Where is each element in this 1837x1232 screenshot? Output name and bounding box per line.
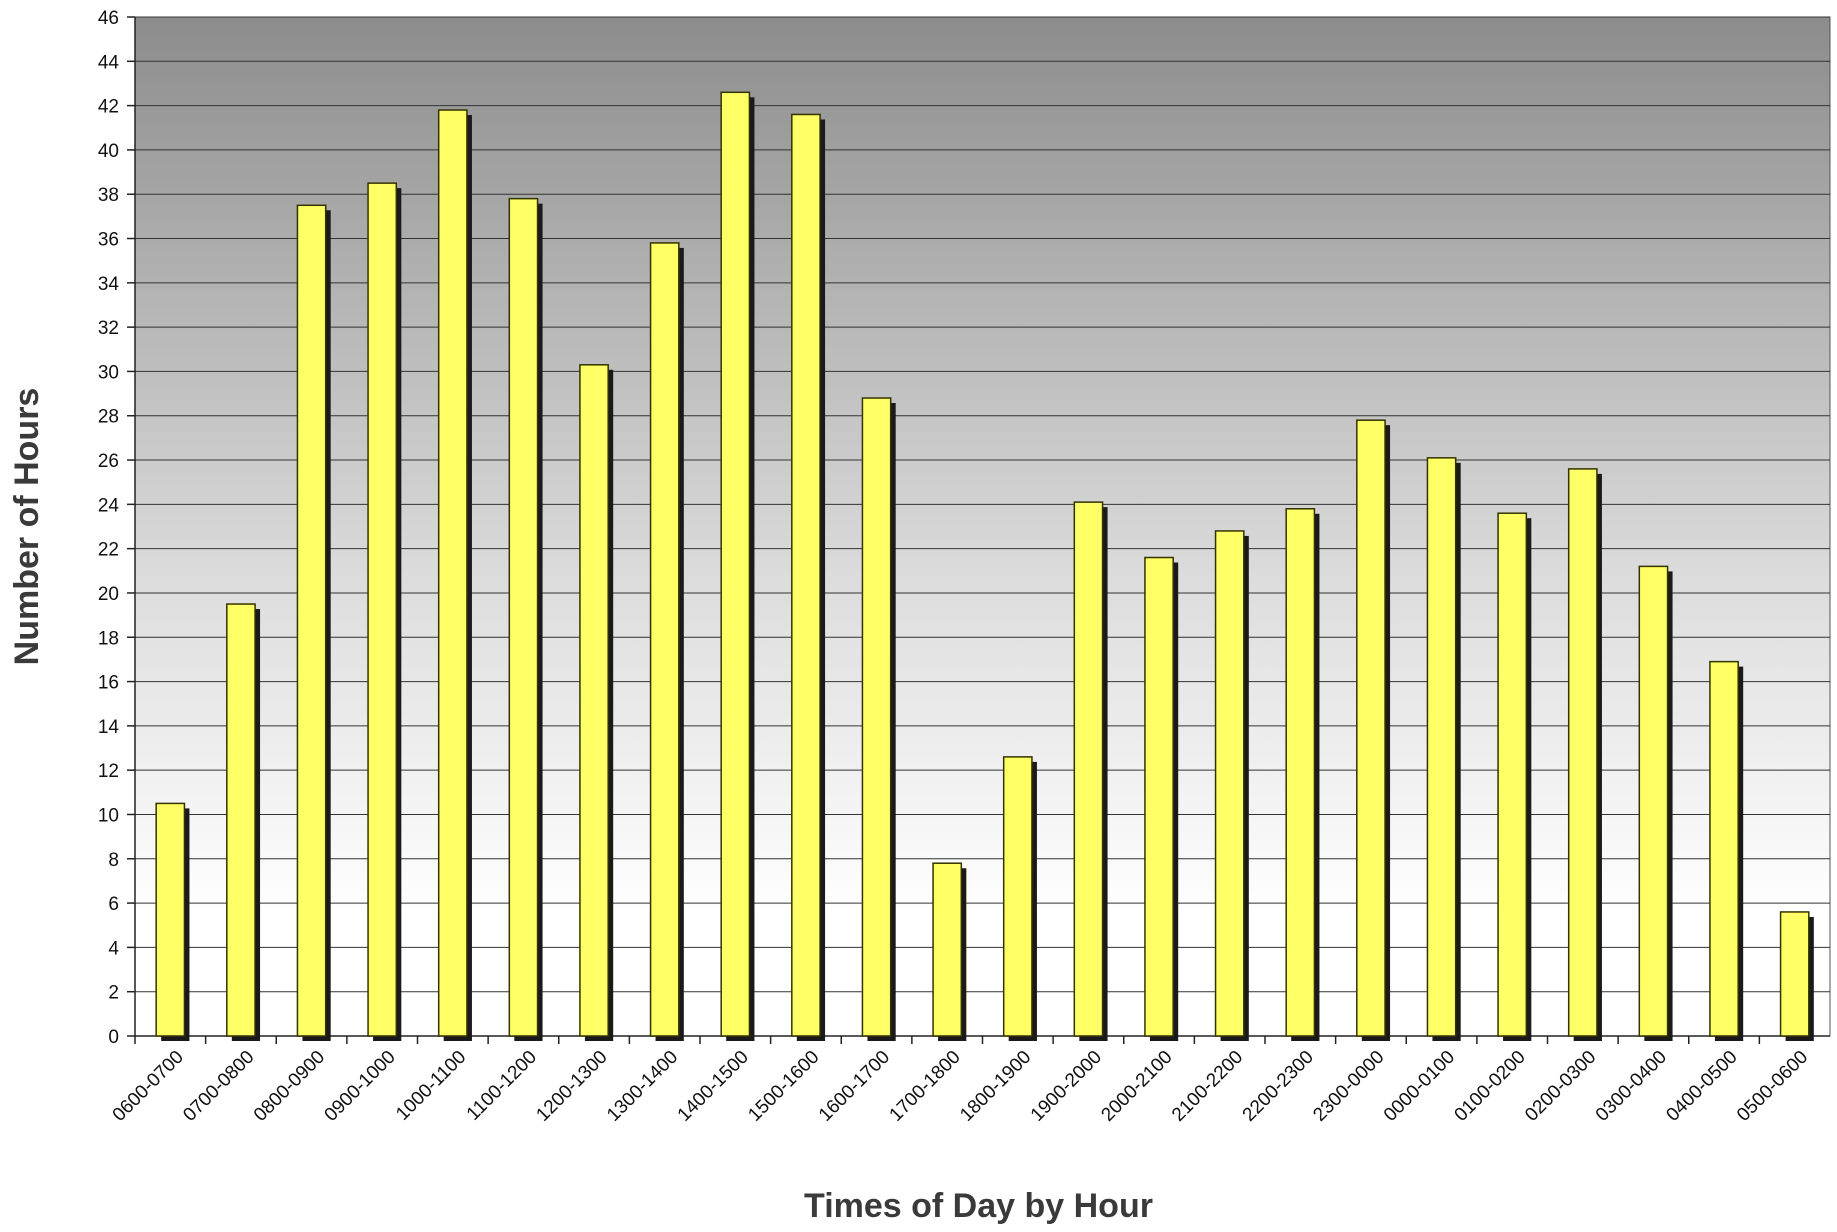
x-tick-label: 2300-0000 [1309,1047,1388,1126]
x-tick-label: 0900-1000 [321,1047,400,1126]
bar-1700-1800 [932,862,963,1037]
y-tick-label: 8 [108,850,119,871]
bar-0700-0800 [226,603,256,1037]
bar-1800-1900 [1002,756,1033,1037]
bar-1400-1500 [720,91,751,1037]
y-tick-label: 44 [98,52,120,73]
x-tick-label: 1300-1400 [603,1047,682,1126]
bar-2100-2200 [1214,530,1245,1037]
x-tick-label: 1700-1800 [886,1047,965,1126]
x-tick-label: 0800-0900 [250,1047,329,1126]
bar-0200-0300 [1567,468,1598,1037]
bar-0800-0900 [296,204,327,1037]
y-tick-label: 42 [98,97,119,118]
plot-area [134,16,1831,1037]
bar-2200-2300 [1285,508,1316,1037]
y-tick-label: 14 [98,717,120,738]
x-axis-title: Times of Day by Hour [804,1187,1153,1225]
y-tick-label: 10 [98,805,119,826]
bar-0300-0400 [1638,565,1669,1037]
x-tick-label: 0600-0700 [109,1047,188,1126]
y-tick-label: 0 [108,1027,119,1048]
y-tick-label: 16 [98,673,119,694]
x-tick-label: 0300-0400 [1592,1047,1671,1126]
y-tick-label: 24 [98,495,120,516]
x-tick-label: 1900-2000 [1027,1047,1106,1126]
y-tick-label: 32 [98,318,119,339]
bar-2300-0000 [1356,419,1386,1037]
gridlines [135,16,1830,993]
bars [155,91,1814,1042]
bar-2000-2100 [1144,556,1174,1037]
x-tick-label: 0700-0800 [179,1047,258,1126]
y-tick-label: 38 [98,185,119,206]
bar-1000-1100 [437,109,468,1037]
x-tick-label: 1400-1500 [674,1047,753,1126]
bar-1900-2000 [1073,501,1104,1037]
bar-1600-1700 [861,397,892,1037]
bar-0000-0100 [1426,457,1457,1037]
y-tick-label: 40 [98,141,119,162]
bar-1300-1400 [649,242,680,1037]
bar-0600-0700 [155,802,186,1037]
y-tick-label: 34 [98,274,120,295]
bar-0500-0600 [1779,911,1810,1037]
bar-0900-1000 [367,182,398,1037]
x-tick-label: 1200-1300 [532,1047,611,1126]
y-tick-label: 4 [108,938,119,959]
x-tick-label: 0000-0100 [1380,1047,1459,1126]
y-tick-label: 36 [98,230,119,251]
x-tick-label: 0500-0600 [1733,1047,1812,1126]
y-tick-labels: 0246810121416182022242628303234363840424… [98,8,135,1048]
x-tick-label: 2200-2300 [1239,1047,1318,1126]
y-tick-label: 6 [108,894,119,915]
y-tick-label: 18 [98,628,119,649]
x-tick-label: 0200-0300 [1521,1047,1600,1126]
x-tick-label: 0100-0200 [1451,1047,1530,1126]
y-tick-label: 22 [98,540,119,561]
bar-1100-1200 [508,197,539,1037]
y-tick-label: 46 [98,8,119,29]
y-tick-label: 30 [98,362,119,383]
bar-0400-0500 [1709,660,1739,1037]
x-tick-label: 1100-1200 [463,1047,541,1125]
x-tick-label: 1000-1100 [392,1047,470,1125]
x-tick-label: 1800-1900 [956,1047,1035,1126]
x-tick-label: 1500-1600 [744,1047,823,1126]
y-tick-label: 20 [98,584,119,605]
y-axis-title: Number of Hours [8,388,46,666]
x-tick-label: 2100-2200 [1168,1047,1247,1126]
y-tick-label: 28 [98,407,119,428]
x-tick-label: 1600-1700 [815,1047,894,1126]
y-tick-label: 26 [98,451,119,472]
y-tick-label: 12 [98,761,119,782]
x-tick-label: 2000-2100 [1097,1047,1176,1126]
x-tick-labels: 0600-07000700-08000800-09000900-10001000… [109,1036,1812,1126]
bar-1500-1600 [791,113,821,1037]
bar-1200-1300 [579,364,609,1037]
y-tick-label: 2 [108,983,119,1004]
x-tick-label: 0400-0500 [1662,1047,1741,1126]
bar-0100-0200 [1497,512,1528,1037]
